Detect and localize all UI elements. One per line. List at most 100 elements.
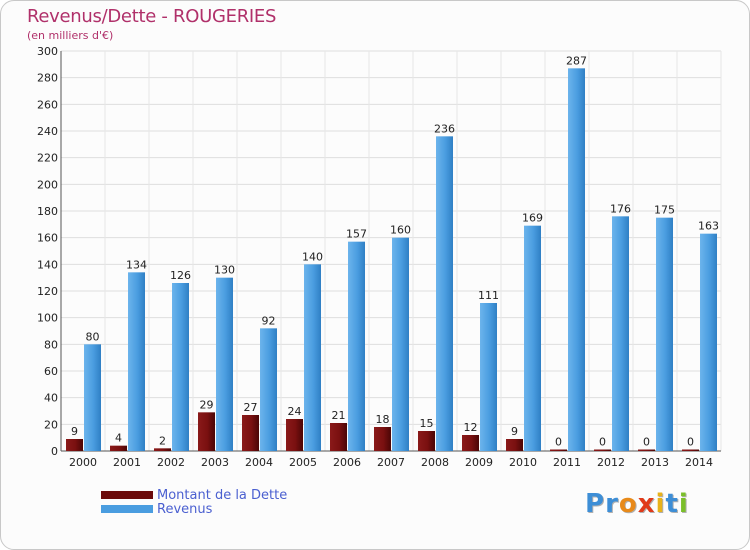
bar-revenus-2006 [348, 241, 365, 451]
value-label-dette-2010: 9 [511, 425, 518, 438]
legend-swatch-revenus [101, 505, 153, 513]
bar-dette-2009 [462, 435, 479, 451]
bar-dette-2005 [286, 419, 303, 451]
bar-revenus-2000 [84, 344, 101, 451]
bar-dette-2012 [594, 449, 611, 451]
legend-item-revenus: Revenus [101, 501, 213, 517]
legend-swatch-dette [101, 491, 153, 499]
y-tick-label: 160 [37, 232, 58, 245]
value-label-revenus-2014: 163 [698, 220, 719, 233]
y-tick-label: 80 [44, 338, 58, 351]
label-layer: 9 80 4 134 2 126 29 130 27 92 24 140 21 157 18 160 15 236… [71, 54, 719, 448]
y-tick-label: 260 [37, 98, 58, 111]
y-tick-label: 120 [37, 285, 58, 298]
x-tick-label: 2001 [113, 456, 141, 469]
bar-dette-2008 [418, 431, 435, 451]
value-label-dette-2000: 9 [71, 425, 78, 438]
value-label-dette-2012: 0 [599, 436, 606, 449]
chart-subtitle: (en milliers d'€) [27, 29, 114, 42]
grid-layer [60, 50, 722, 452]
bar-revenus-2002 [172, 283, 189, 451]
bar-dette-2003 [198, 412, 215, 451]
value-label-dette-2014: 0 [687, 436, 694, 449]
y-tick-label: 240 [37, 125, 58, 138]
bar-dette-2014 [682, 449, 699, 451]
x-tick-label: 2002 [157, 456, 185, 469]
x-tick-label: 2010 [509, 456, 537, 469]
bar-revenus-2013 [656, 217, 673, 451]
value-label-revenus-2004: 92 [262, 314, 276, 327]
value-label-revenus-2009: 111 [478, 289, 499, 302]
x-tick-label: 2003 [201, 456, 229, 469]
y-tick-label: 220 [37, 152, 58, 165]
y-tick-label: 100 [37, 312, 58, 325]
value-label-revenus-2010: 169 [522, 212, 543, 225]
value-label-dette-2008: 15 [420, 417, 434, 430]
value-label-revenus-2007: 160 [390, 224, 411, 237]
legend-item-dette: Montant de la Dette [101, 487, 288, 503]
logo-letter: i [678, 489, 689, 519]
value-label-revenus-2012: 176 [610, 202, 631, 215]
value-label-dette-2013: 0 [643, 436, 650, 449]
y-tick-label: 60 [44, 365, 58, 378]
x-tick-label: 2000 [69, 456, 97, 469]
value-label-dette-2004: 27 [244, 401, 258, 414]
logo-letter: r [605, 489, 619, 519]
bar-dette-2002 [154, 448, 171, 451]
y-tick-label: 40 [44, 392, 58, 405]
value-label-revenus-2011: 287 [566, 54, 587, 67]
y-tick-label: 180 [37, 205, 58, 218]
bar-dette-2004 [242, 415, 259, 451]
x-tick-label: 2009 [465, 456, 493, 469]
y-tick-label: 140 [37, 258, 58, 271]
y-tick-label: 280 [37, 72, 58, 85]
proxiti-logo: Proxiti [585, 489, 689, 519]
x-tick-label: 2014 [685, 456, 713, 469]
y-tick-label: 200 [37, 178, 58, 191]
bar-dette-2007 [374, 427, 391, 451]
value-label-dette-2001: 4 [115, 432, 122, 445]
logo-letter: x [637, 489, 656, 519]
bar-revenus-2012 [612, 216, 629, 451]
x-tick-label: 2007 [377, 456, 405, 469]
bar-revenus-2003 [216, 277, 233, 451]
value-label-revenus-2002: 126 [170, 269, 191, 282]
y-tick-label: 0 [51, 445, 58, 458]
logo-letter: t [665, 489, 679, 519]
x-tick-label: 2005 [289, 456, 317, 469]
bar-dette-2010 [506, 439, 523, 451]
x-tick-label: 2013 [641, 456, 669, 469]
bar-revenus-2001 [128, 272, 145, 451]
x-tick-label: 2008 [421, 456, 449, 469]
bar-dette-2011 [550, 449, 567, 451]
axis-layer: 0204060801001201401601802002202402602803… [37, 45, 721, 469]
value-label-revenus-2000: 80 [86, 330, 100, 343]
x-tick-label: 2011 [553, 456, 581, 469]
legend-label-revenus: Revenus [157, 501, 213, 517]
x-tick-label: 2012 [597, 456, 625, 469]
bar-revenus-2009 [480, 303, 497, 451]
value-label-dette-2006: 21 [332, 409, 346, 422]
logo-letter: o [618, 489, 638, 519]
bar-revenus-2007 [392, 237, 409, 451]
bar-layer [66, 68, 717, 452]
value-label-revenus-2005: 140 [302, 250, 323, 263]
y-tick-label: 20 [44, 418, 58, 431]
legend-label-dette: Montant de la Dette [157, 487, 288, 503]
logo-letter: P [585, 489, 606, 519]
x-tick-label: 2004 [245, 456, 273, 469]
value-label-dette-2011: 0 [555, 436, 562, 449]
bar-revenus-2008 [436, 136, 453, 452]
value-label-revenus-2003: 130 [214, 264, 235, 277]
value-label-revenus-2001: 134 [126, 258, 147, 271]
logo-letter: i [655, 489, 666, 519]
bar-revenus-2005 [304, 264, 321, 451]
chart-title: Revenus/Dette - ROUGERIES [27, 6, 277, 27]
bar-revenus-2010 [524, 225, 541, 451]
bar-dette-2006 [330, 423, 347, 451]
value-label-dette-2005: 24 [288, 405, 302, 418]
bar-revenus-2004 [260, 328, 277, 451]
value-label-revenus-2006: 157 [346, 228, 367, 241]
